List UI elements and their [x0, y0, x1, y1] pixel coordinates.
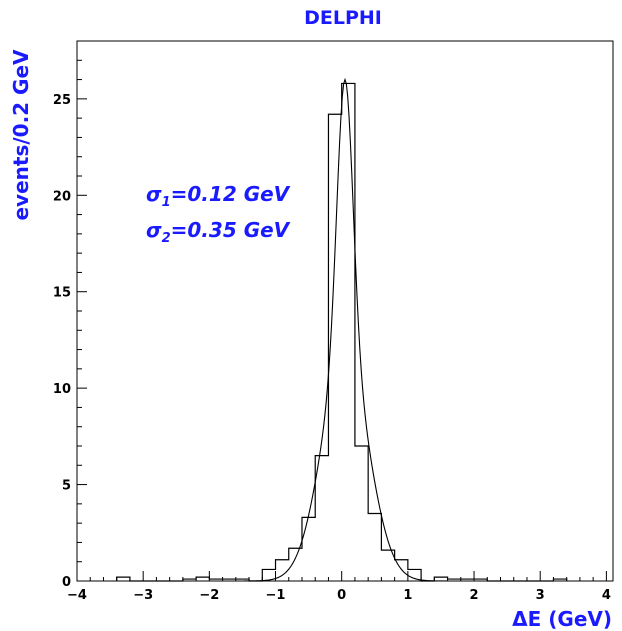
- histogram-bins: [117, 83, 567, 581]
- x-tick-label: 4: [602, 588, 611, 603]
- x-tick-label: 3: [536, 588, 545, 603]
- histogram-bin: [342, 83, 355, 581]
- sigma-annotation: σ2=0.35 GeV: [146, 218, 291, 246]
- sigma-annotation: σ1=0.12 GeV: [146, 182, 291, 210]
- histogram-bin: [302, 517, 315, 581]
- histogram-bin: [289, 548, 302, 581]
- x-tick-label: −2: [199, 588, 219, 603]
- x-tick-label: −1: [266, 588, 286, 603]
- x-tick-label: 2: [470, 588, 479, 603]
- y-tick-label: 0: [62, 575, 71, 590]
- y-axis-label: events/0.2 GeV: [9, 49, 33, 221]
- tick-labels: −4 −3 −2 −1 0 1 2 3 4 0 5 10 15 20 25: [53, 93, 611, 603]
- y-tick-label: 15: [53, 286, 71, 301]
- histogram-bin: [315, 456, 328, 581]
- x-tick-label: 1: [403, 588, 412, 603]
- y-tick-label: 10: [53, 382, 71, 397]
- histogram-bin: [368, 514, 381, 582]
- fit-annotations: σ1=0.12 GeV σ2=0.35 GeV: [146, 182, 291, 246]
- y-tick-label: 5: [62, 479, 71, 494]
- chart-title: DELPHI: [304, 7, 382, 29]
- axis-ticks: [76, 40, 607, 582]
- y-tick-label: 25: [53, 93, 71, 108]
- x-axis-label: ΔE (GeV): [512, 607, 612, 631]
- histogram-bin: [355, 446, 368, 581]
- histogram-series: [116, 82, 568, 582]
- fit-curve: [77, 77, 613, 582]
- plot-frame: [76, 40, 614, 582]
- y-tick-label: 20: [53, 189, 71, 204]
- x-tick-label: −3: [133, 588, 153, 603]
- x-tick-label: −4: [67, 588, 87, 603]
- x-tick-label: 0: [337, 588, 346, 603]
